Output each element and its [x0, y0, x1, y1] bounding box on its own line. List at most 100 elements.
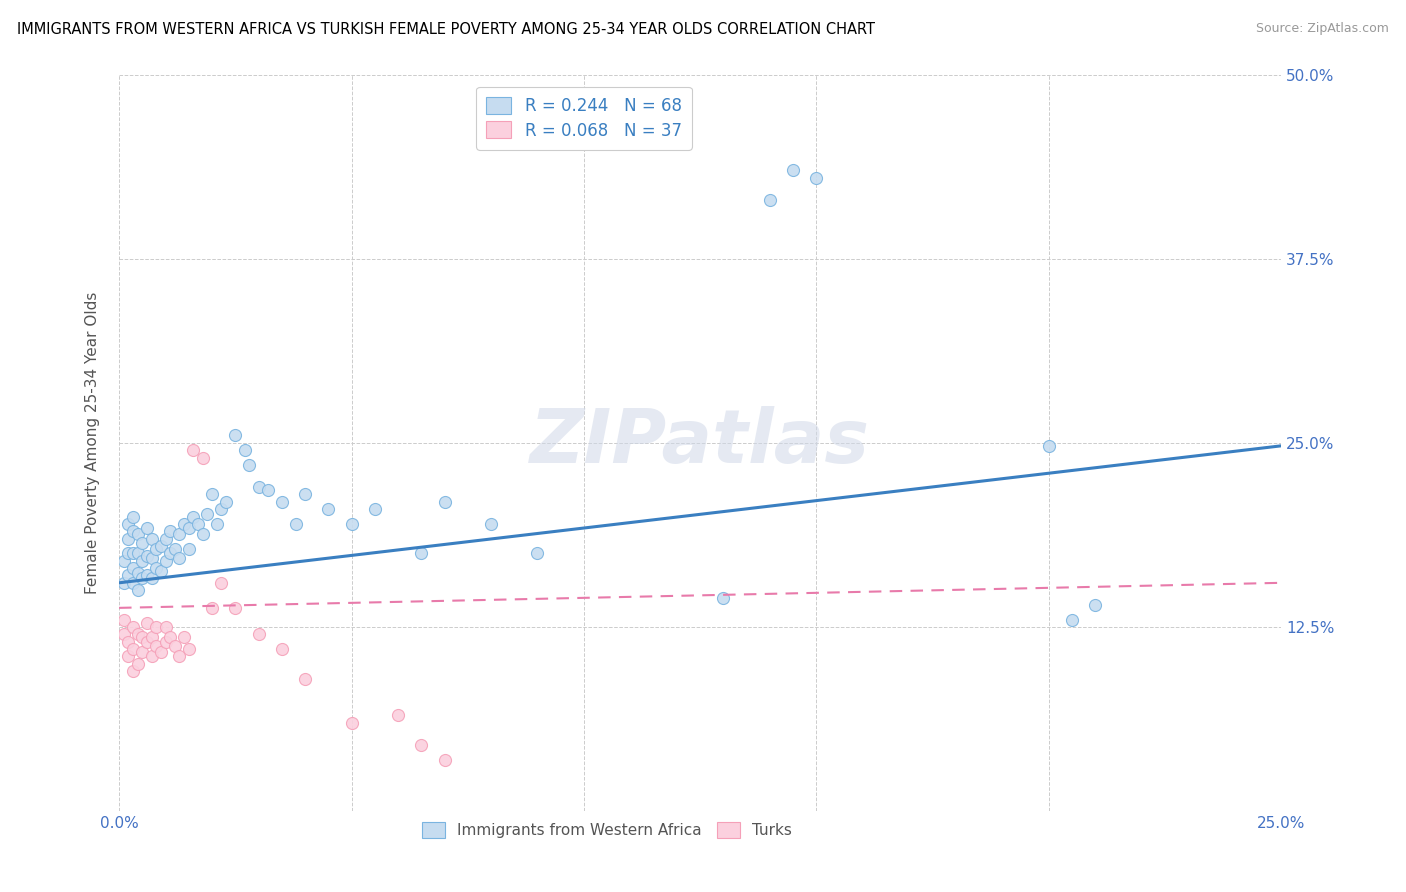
Point — [169, 550, 191, 565]
Point — [177, 642, 200, 657]
Point — [136, 521, 159, 535]
Point — [294, 487, 316, 501]
Point — [117, 532, 139, 546]
Point — [131, 645, 153, 659]
Point — [205, 516, 228, 531]
Point — [136, 549, 159, 564]
Point — [177, 521, 200, 535]
Point — [131, 536, 153, 550]
Point — [183, 509, 205, 524]
Point — [1062, 613, 1084, 627]
Point — [117, 516, 139, 531]
Point — [479, 516, 502, 531]
Point — [183, 443, 205, 458]
Point — [145, 541, 167, 556]
Point — [191, 527, 214, 541]
Y-axis label: Female Poverty Among 25-34 Year Olds: Female Poverty Among 25-34 Year Olds — [86, 292, 100, 594]
Point — [169, 527, 191, 541]
Point — [173, 516, 195, 531]
Point — [112, 627, 135, 641]
Point — [122, 642, 145, 657]
Point — [526, 546, 548, 560]
Point — [256, 483, 278, 497]
Point — [136, 615, 159, 630]
Point — [117, 634, 139, 648]
Point — [141, 571, 163, 585]
Point — [131, 571, 153, 585]
Point — [224, 428, 246, 442]
Point — [163, 541, 186, 556]
Point — [187, 516, 209, 531]
Point — [411, 546, 433, 560]
Point — [141, 550, 163, 565]
Point — [112, 554, 135, 568]
Point — [197, 507, 219, 521]
Point — [411, 738, 433, 752]
Point — [145, 620, 167, 634]
Point — [270, 642, 292, 657]
Point — [136, 634, 159, 648]
Point — [215, 495, 238, 509]
Point — [209, 502, 232, 516]
Point — [159, 630, 181, 644]
Point — [112, 613, 135, 627]
Point — [155, 634, 177, 648]
Point — [433, 495, 456, 509]
Point — [127, 546, 149, 560]
Point — [433, 753, 456, 767]
Text: ZIPatlas: ZIPatlas — [530, 407, 870, 479]
Point — [247, 480, 270, 494]
Text: IMMIGRANTS FROM WESTERN AFRICA VS TURKISH FEMALE POVERTY AMONG 25-34 YEAR OLDS C: IMMIGRANTS FROM WESTERN AFRICA VS TURKIS… — [17, 22, 875, 37]
Point — [141, 532, 163, 546]
Point — [122, 575, 145, 590]
Point — [177, 541, 200, 556]
Text: Source: ZipAtlas.com: Source: ZipAtlas.com — [1256, 22, 1389, 36]
Point — [145, 639, 167, 653]
Point — [122, 620, 145, 634]
Point — [247, 627, 270, 641]
Point — [782, 163, 804, 178]
Point — [224, 600, 246, 615]
Point — [759, 193, 782, 207]
Point — [117, 546, 139, 560]
Point — [127, 566, 149, 580]
Point — [1038, 439, 1060, 453]
Point — [387, 708, 409, 723]
Point — [159, 524, 181, 539]
Point — [155, 620, 177, 634]
Point — [131, 554, 153, 568]
Point — [173, 630, 195, 644]
Point — [122, 524, 145, 539]
Point — [155, 554, 177, 568]
Point — [233, 443, 256, 458]
Point — [316, 502, 339, 516]
Point — [149, 564, 172, 578]
Point — [127, 583, 149, 598]
Point — [145, 561, 167, 575]
Point — [149, 539, 172, 553]
Point — [117, 649, 139, 664]
Point — [127, 657, 149, 671]
Point — [122, 546, 145, 560]
Point — [169, 649, 191, 664]
Point — [136, 568, 159, 582]
Point — [270, 495, 292, 509]
Point — [122, 561, 145, 575]
Point — [112, 575, 135, 590]
Point — [149, 645, 172, 659]
Point — [163, 639, 186, 653]
Point — [806, 170, 828, 185]
Point — [284, 516, 307, 531]
Point — [127, 627, 149, 641]
Point — [201, 600, 224, 615]
Point — [364, 502, 387, 516]
Point — [141, 630, 163, 644]
Point — [294, 672, 316, 686]
Point — [340, 516, 363, 531]
Point — [209, 575, 232, 590]
Point — [191, 450, 214, 465]
Point — [159, 546, 181, 560]
Point — [127, 527, 149, 541]
Legend: Immigrants from Western Africa, Turks: Immigrants from Western Africa, Turks — [416, 816, 799, 844]
Point — [131, 630, 153, 644]
